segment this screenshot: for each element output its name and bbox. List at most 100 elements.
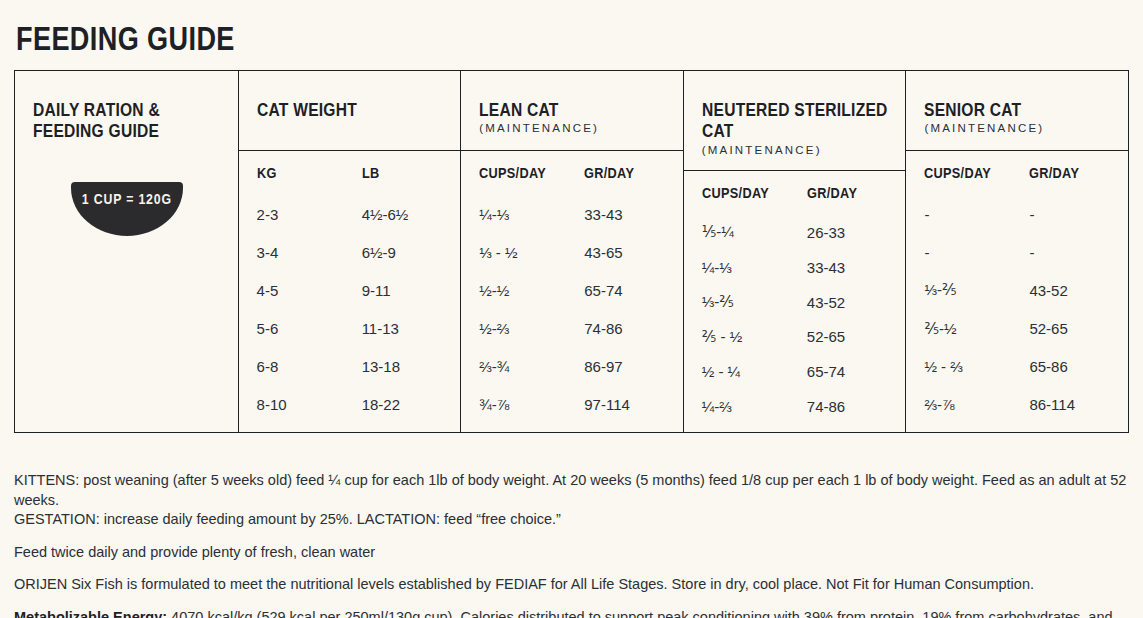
grams-value: 52-65 [807,328,890,345]
table-row: ⅓-⅖43-52 [924,271,1112,309]
water-note: Feed twice daily and provide plenty of f… [14,543,1129,563]
weight-lb-value: 4½-6½ [362,206,445,223]
cup-measure-badge: 1 CUP = 120G [71,182,183,236]
fediaf-note: ORIJEN Six Fish is formulated to meet th… [14,575,1129,595]
weight-kg-value: 5-6 [257,320,362,337]
grams-per-day-label: GR/DAY [807,184,875,202]
senior-cat-header: SENIOR CAT (MAINTENANCE) [906,71,1128,151]
grams-value: 74-86 [807,398,890,415]
feeding-guide-table: DAILY RATION & FEEDING GUIDE 1 CUP = 120… [14,70,1129,433]
kittens-gestation-note: KITTENS: post weaning (after 5 weeks old… [14,471,1129,530]
cat-weight-rows: 2-34½-6½ 3-46½-9 4-59-11 5-611-13 6-813-… [239,195,461,432]
column-neutered-cat: NEUTERED STERILIZED CAT (MAINTENANCE) CU… [683,71,906,432]
neutered-cat-subtitle: (MAINTENANCE) [702,144,890,156]
table-row: ⅓-⅖43-52 [702,285,890,320]
grams-value: 33-43 [807,259,890,276]
senior-cat-subtitle: (MAINTENANCE) [924,122,1112,134]
table-row: 3-46½-9 [257,233,445,271]
senior-cat-title: SENIOR CAT [924,99,1110,120]
cups-value: ⅔-¾ [479,358,584,375]
table-row: 5-611-13 [257,310,445,348]
cups-value: ¼-⅔ [702,398,807,415]
grams-per-day-label: GR/DAY [584,164,652,182]
table-row: -- [924,195,1112,233]
energy-note-label: Metabolizable Energy: [14,609,167,618]
weight-lb-value: 6½-9 [362,244,445,261]
cups-value: - [924,244,1029,261]
cups-value: ⅓-⅖ [924,281,1029,299]
kg-column-label: KG [257,164,343,182]
weight-lb-value: 9-11 [362,282,445,299]
table-row: ⅓ - ½43-65 [479,233,667,271]
gestation-note-line: GESTATION: increase daily feeding amount… [14,510,1129,530]
cups-value: ⅖-½ [924,320,1029,338]
weight-kg-value: 3-4 [257,244,362,261]
cups-value: ½-⅔ [479,320,584,337]
grams-value: 86-97 [584,358,667,375]
table-row: ¼-⅓33-43 [479,195,667,233]
table-row: ⅔-¾86-97 [479,348,667,386]
grams-value: 65-74 [584,282,667,299]
cups-value: ⅕-¼ [702,223,807,241]
table-row: ⅖-½52-65 [924,310,1112,348]
table-row: ⅔-⅞86-114 [924,386,1112,424]
energy-note-text: 4070 kcal/kg (529 kcal per 250ml/130g cu… [14,609,1113,618]
weight-lb-value: 13-18 [362,358,445,375]
kittens-note-line: KITTENS: post weaning (after 5 weeks old… [14,471,1129,510]
grams-value: 86-114 [1029,396,1112,413]
cat-weight-title: CAT WEIGHT [257,99,443,120]
cups-value: ¾-⅞ [479,396,584,413]
cups-value: ½-½ [479,282,584,299]
grams-value: 43-52 [807,294,890,311]
cups-per-day-label: CUPS/DAY [479,164,565,182]
table-row: ¼-⅔74-86 [702,389,890,424]
grams-value: 65-86 [1029,358,1112,375]
lean-cat-header: LEAN CAT (MAINTENANCE) [461,71,683,151]
table-row: -- [924,233,1112,271]
weight-lb-value: 18-22 [362,396,445,413]
grams-value: 26-33 [807,224,890,241]
grams-value: 97-114 [584,396,667,413]
neutered-cat-rows: ⅕-¼26-33 ¼-⅓33-43 ⅓-⅖43-52 ⅖ - ½52-65 ½ … [684,215,906,432]
neutered-cat-header: NEUTERED STERILIZED CAT (MAINTENANCE) [684,71,906,171]
feeding-guide-page: FEEDING GUIDE DAILY RATION & FEEDING GUI… [0,0,1143,618]
lb-column-label: LB [362,164,430,182]
cups-value: ½ - ¼ [702,363,807,380]
cups-value: ⅔-⅞ [924,396,1029,413]
senior-cat-rows: -- -- ⅓-⅖43-52 ⅖-½52-65 ½ - ⅔65-86 ⅔-⅞86… [906,195,1128,432]
grams-per-day-label: GR/DAY [1029,164,1097,182]
grams-value: 52-65 [1029,320,1112,337]
neutered-cat-title: NEUTERED STERILIZED CAT [702,99,888,142]
table-row: 4-59-11 [257,271,445,309]
table-row: 8-1018-22 [257,386,445,424]
neutered-cat-subheader: CUPS/DAY GR/DAY [684,171,906,215]
table-row: 6-813-18 [257,348,445,386]
grams-value: 33-43 [584,206,667,223]
cups-value: ¼-⅓ [702,259,807,276]
cups-per-day-label: CUPS/DAY [924,164,1010,182]
table-row: ½ - ¼65-74 [702,354,890,389]
grams-value: 43-52 [1029,282,1112,299]
daily-ration-title: DAILY RATION & FEEDING GUIDE [33,99,220,142]
lean-cat-subtitle: (MAINTENANCE) [479,122,667,134]
table-row: ½-½65-74 [479,271,667,309]
cups-value: ⅓-⅖ [702,293,807,311]
column-lean-cat: LEAN CAT (MAINTENANCE) CUPS/DAY GR/DAY ¼… [460,71,683,432]
cups-value: ¼-⅓ [479,206,584,223]
table-row: ⅕-¼26-33 [702,215,890,250]
cat-weight-header: CAT WEIGHT [239,71,461,151]
grams-value: - [1029,206,1112,223]
cups-value: ⅖ - ½ [702,328,807,346]
lean-cat-title: LEAN CAT [479,99,665,120]
page-title: FEEDING GUIDE [16,20,235,58]
weight-kg-value: 2-3 [257,206,362,223]
column-cat-weight: CAT WEIGHT KG LB 2-34½-6½ 3-46½-9 4-59-1… [238,71,461,432]
lean-cat-rows: ¼-⅓33-43 ⅓ - ½43-65 ½-½65-74 ½-⅔74-86 ⅔-… [461,195,683,432]
grams-value: 65-74 [807,363,890,380]
senior-cat-subheader: CUPS/DAY GR/DAY [906,151,1128,195]
grams-value: 74-86 [584,320,667,337]
table-row: ⅖ - ½52-65 [702,319,890,354]
column-senior-cat: SENIOR CAT (MAINTENANCE) CUPS/DAY GR/DAY… [905,71,1128,432]
energy-note: Metabolizable Energy: 4070 kcal/kg (529 … [14,608,1129,618]
cups-per-day-label: CUPS/DAY [702,184,788,202]
